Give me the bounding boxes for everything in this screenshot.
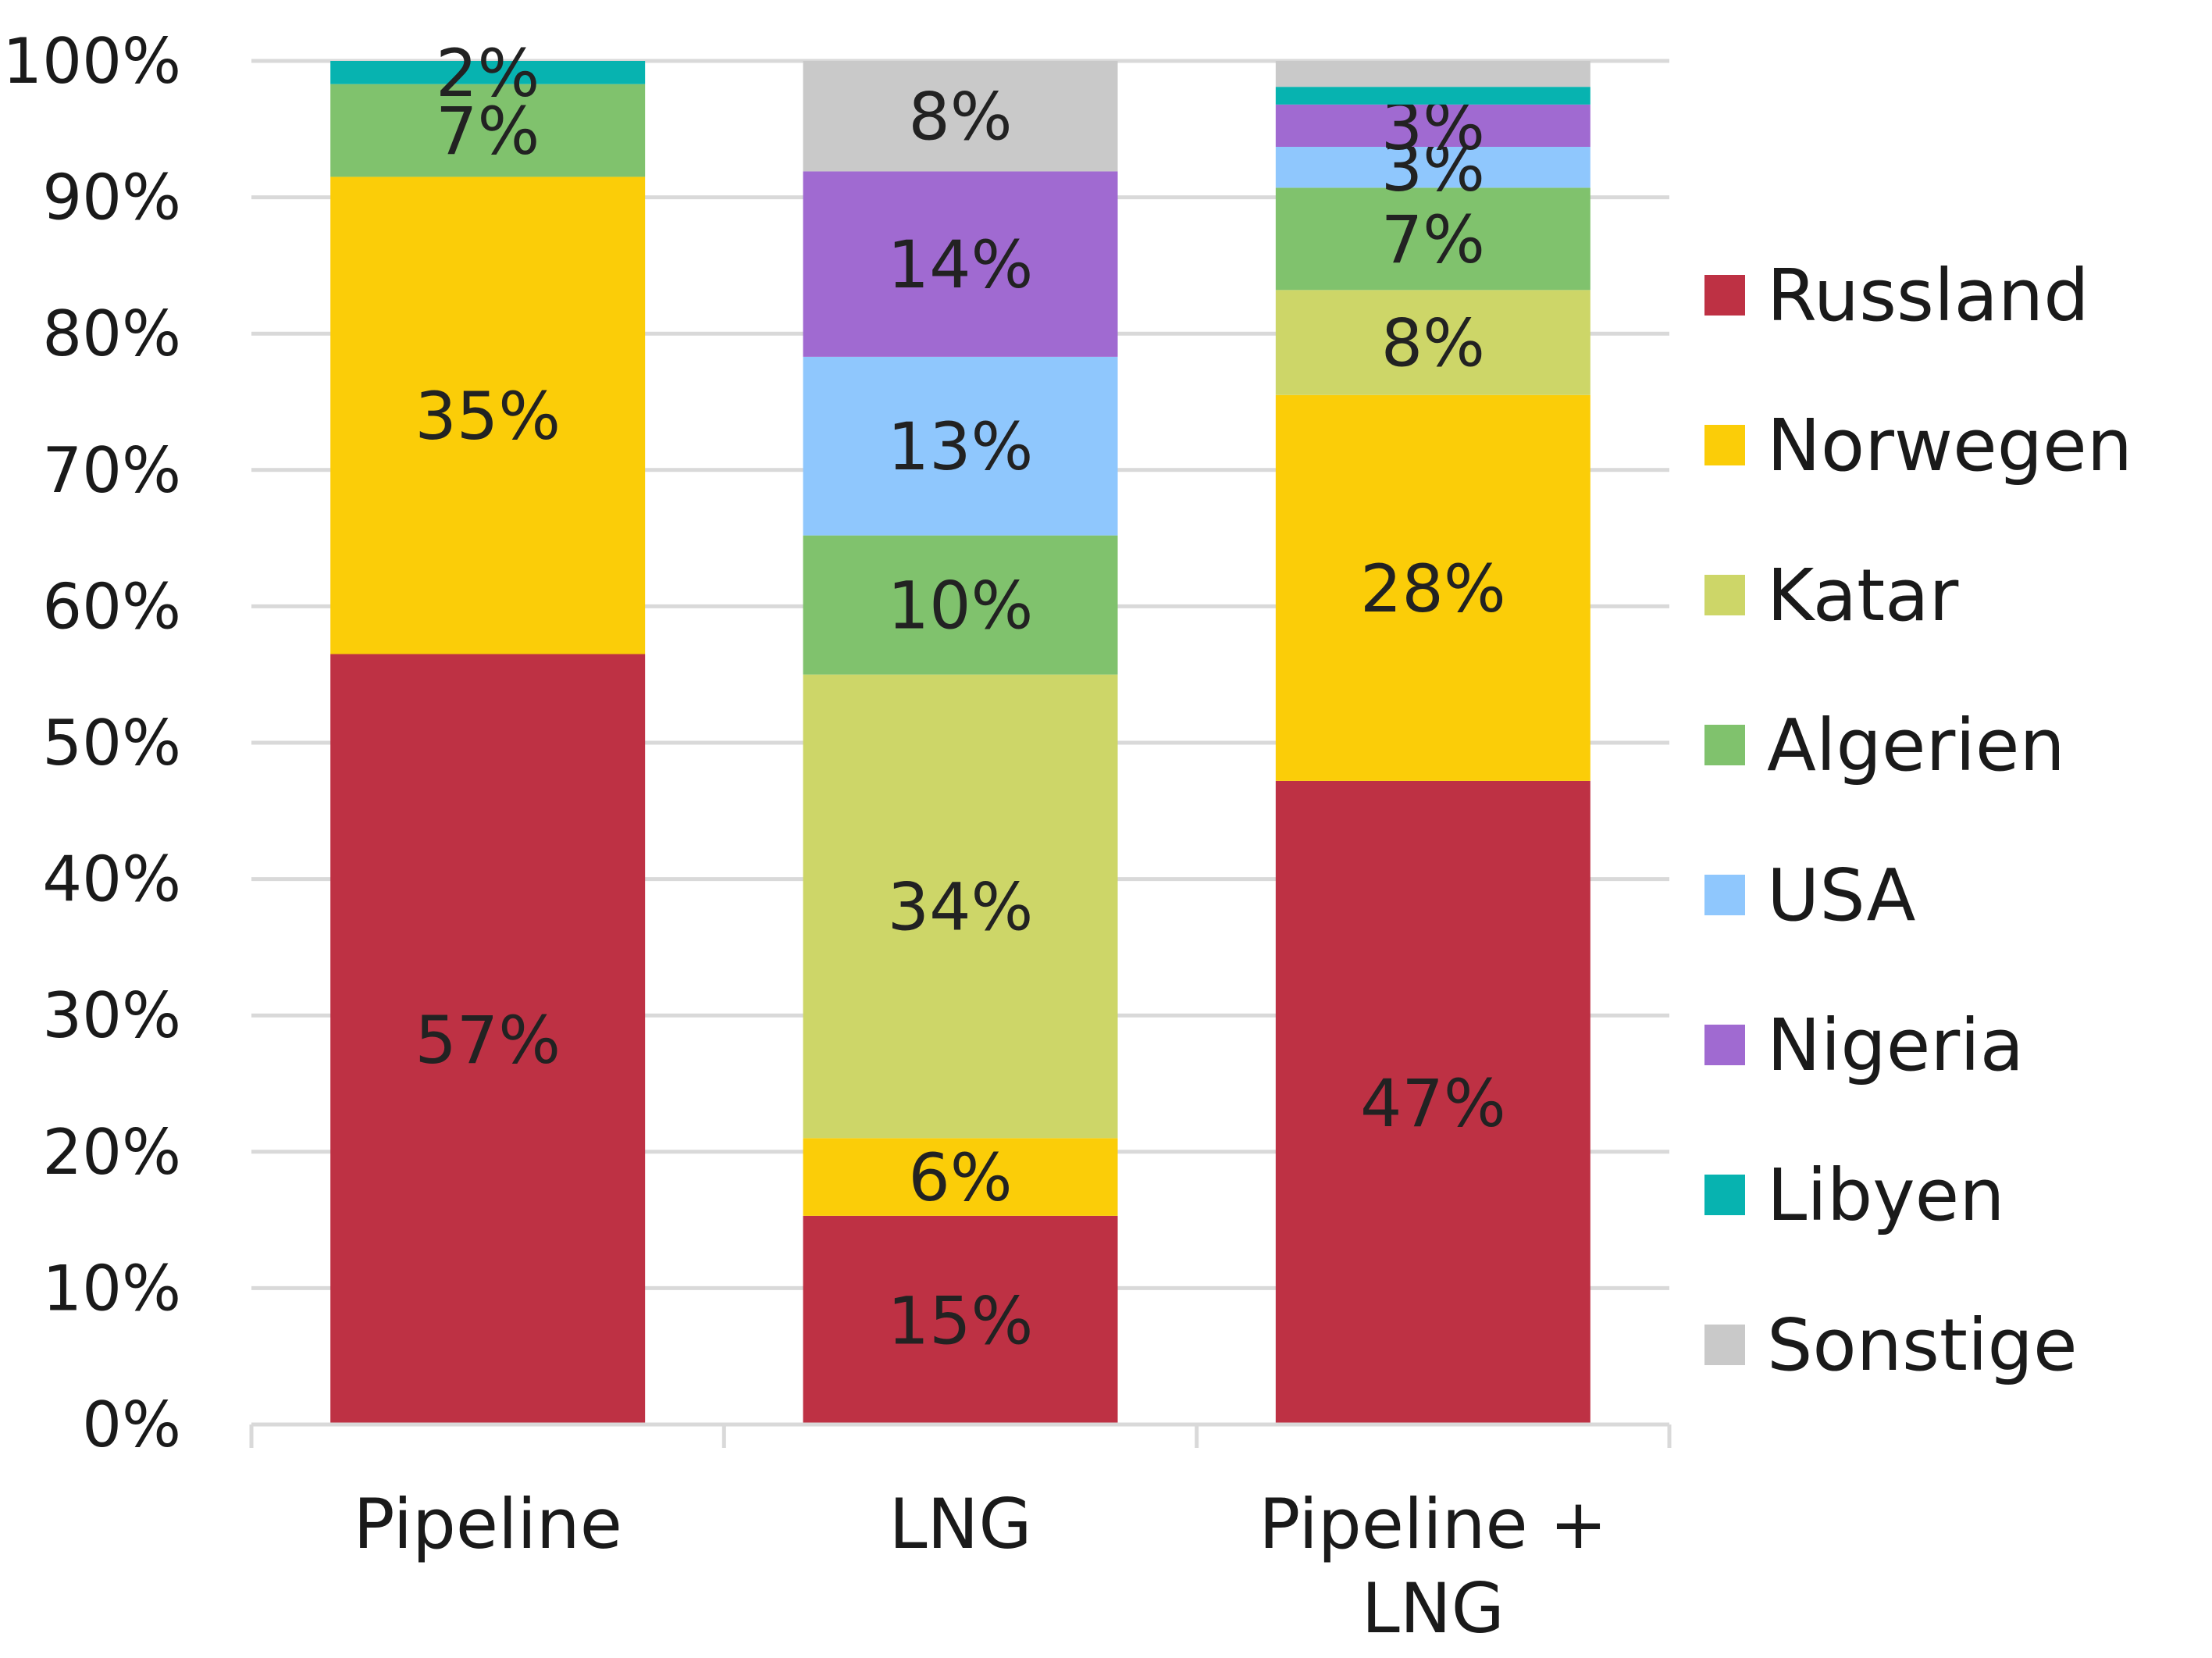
bar-segment-russland: [1275, 780, 1590, 1424]
data-label: 8%: [1381, 305, 1485, 382]
legend-label-nigeria: Nigeria: [1767, 1004, 2024, 1087]
data-label: 8%: [908, 79, 1012, 155]
bar-segment-nigeria: [803, 171, 1118, 357]
legend-swatch-russland: [1704, 275, 1745, 316]
bars: 57%35%7%2%15%6%34%10%13%14%8%47%28%8%7%3…: [330, 35, 1590, 1424]
legend-label-norwegen: Norwegen: [1767, 404, 2132, 487]
legend-swatch-sonstige: [1704, 1325, 1745, 1365]
bar-segment-usa: [1275, 146, 1590, 188]
data-label: 6%: [908, 1139, 1012, 1216]
bar-segment-nigeria: [1275, 104, 1590, 147]
y-tick-label: 20%: [42, 1116, 181, 1189]
legend-swatch-libyen: [1704, 1175, 1745, 1215]
data-label: 15%: [888, 1282, 1034, 1359]
legend-swatch-algerien: [1704, 725, 1745, 765]
x-category-label: LNG: [1362, 1568, 1505, 1649]
bar-segment-algerien: [330, 84, 646, 177]
legend-swatch-usa: [1704, 875, 1745, 915]
data-label: 34%: [888, 869, 1034, 946]
data-label: 13%: [888, 408, 1034, 485]
bar-segment-norwegen: [803, 1138, 1118, 1216]
y-tick-label: 30%: [42, 979, 181, 1052]
bar-segment-sonstige: [1275, 61, 1590, 87]
bar-segment-algerien: [803, 535, 1118, 675]
bar-segment-libyen: [330, 61, 646, 84]
bar-segment-sonstige: [803, 61, 1118, 172]
legend-label-katar: Katar: [1767, 554, 1959, 637]
legend-label-russland: Russland: [1767, 254, 2089, 337]
legend: Russland Norwegen Katar Algerien USA Nigeria L…: [1704, 254, 2132, 1387]
bar-segment-norwegen: [1275, 394, 1590, 781]
bar-segment-katar: [1275, 290, 1590, 395]
bar-segment-libyen: [1275, 87, 1590, 105]
y-tick-label: 10%: [42, 1252, 181, 1325]
legend-swatch-katar: [1704, 575, 1745, 615]
y-tick-label: 80%: [42, 298, 181, 370]
data-label: 57%: [415, 1002, 561, 1079]
data-label: 28%: [1360, 551, 1506, 627]
bar-segment-katar: [803, 674, 1118, 1139]
legend-label-usa: USA: [1767, 854, 1915, 937]
y-axis: 0% 10% 20% 30% 40% 50% 60% 70% 80% 90% 100%: [2, 25, 181, 1461]
legend-swatch-nigeria: [1704, 1025, 1745, 1065]
y-tick-label: 0%: [82, 1389, 181, 1461]
data-label: 47%: [1360, 1065, 1506, 1142]
legend-label-libyen: Libyen: [1767, 1153, 2005, 1237]
data-label: 7%: [436, 93, 540, 169]
bar-segment-russland: [803, 1215, 1118, 1424]
data-label: 2%: [436, 35, 540, 112]
data-label: 14%: [888, 226, 1034, 303]
y-tick-label: 60%: [42, 570, 181, 643]
data-label: 10%: [888, 568, 1034, 644]
y-tick-label: 100%: [2, 25, 181, 98]
bar-segment-russland: [330, 654, 646, 1424]
legend-swatch-norwegen: [1704, 425, 1745, 465]
data-label: 35%: [415, 378, 561, 455]
x-axis: Pipeline LNG Pipeline +LNG: [249, 1422, 1672, 1649]
x-category-label: LNG: [889, 1484, 1031, 1564]
y-tick-label: 50%: [42, 707, 181, 779]
data-label: 7%: [1381, 201, 1485, 278]
y-tick-label: 90%: [42, 162, 181, 234]
bar-segment-usa: [803, 356, 1118, 536]
x-category-label: Pipeline: [353, 1484, 622, 1564]
bar-segment-algerien: [1275, 187, 1590, 291]
x-category-label: Pipeline +: [1259, 1484, 1607, 1564]
y-tick-label: 70%: [42, 434, 181, 507]
legend-label-algerien: Algerien: [1767, 704, 2065, 787]
bar-segment-norwegen: [330, 176, 646, 654]
y-tick-label: 40%: [42, 843, 181, 916]
legend-label-sonstige: Sonstige: [1767, 1303, 2078, 1387]
